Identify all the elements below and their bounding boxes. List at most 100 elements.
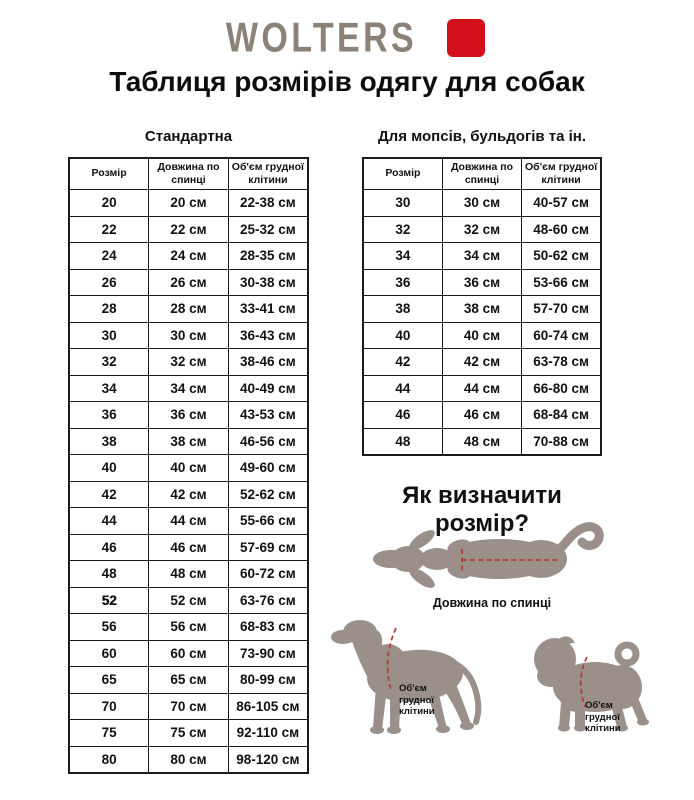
header-row: Розмір Довжина по спинці Об'єм грудної клі… — [68, 157, 309, 190]
chest-volume-cell: 86-105 см — [227, 692, 309, 720]
chest-volume-cell: 68-83 см — [227, 613, 309, 641]
back-length-cell: 48 см — [148, 560, 229, 588]
column-header: Довжина по спинці — [441, 157, 523, 190]
size-cell: 24 — [68, 242, 150, 270]
back-length-cell: 26 см — [148, 268, 229, 296]
back-length-cell: 34 см — [441, 242, 523, 270]
dog-side-view-icon — [331, 620, 482, 734]
chest-volume-cell: 49-60 см — [227, 454, 309, 482]
size-cell: 32 — [68, 348, 150, 376]
chest-volume-cell: 25-32 см — [227, 215, 309, 243]
size-cell: 42 — [362, 348, 443, 376]
back-length-cell: 52 см — [148, 586, 229, 614]
chest-volume-label: Об'єм грудної клітини — [585, 700, 621, 735]
chest-volume-cell: 57-69 см — [227, 533, 309, 561]
size-cell: 34 — [362, 242, 443, 270]
back-length-cell: 42 см — [148, 480, 229, 508]
size-cell: 32 — [362, 215, 443, 243]
table-row: 65 65 см 80-99 см — [68, 666, 309, 694]
table-row: 26 26 см 30-38 см — [68, 268, 309, 296]
table-row: 42 42 см 63-78 см — [362, 348, 602, 376]
size-table-pugs-bulldogs: Розмір Довжина по спинці Об'єм грудної клі… — [362, 157, 602, 456]
chest-volume-cell: 98-120 см — [227, 745, 309, 774]
table-row: 46 46 см 68-84 см — [362, 401, 602, 429]
chest-volume-cell: 48-60 см — [521, 215, 602, 243]
chest-volume-cell: 28-35 см — [227, 242, 309, 270]
chest-volume-cell: 68-84 см — [521, 401, 602, 429]
table-row: 38 38 см 46-56 см — [68, 427, 309, 455]
chest-volume-cell: 30-38 см — [227, 268, 309, 296]
size-cell: 44 — [362, 374, 443, 402]
back-length-cell: 44 см — [148, 507, 229, 535]
table-row: 32 32 см 48-60 см — [362, 215, 602, 243]
back-length-cell: 46 см — [148, 533, 229, 561]
size-cell: 36 — [68, 401, 150, 429]
back-length-cell: 20 см — [148, 189, 229, 217]
chest-volume-cell: 60-74 см — [521, 321, 602, 349]
back-length-cell: 30 см — [148, 321, 229, 349]
back-length-cell: 30 см — [441, 189, 523, 217]
bulldog-side-view-illustration — [527, 629, 653, 738]
chest-volume-cell: 40-57 см — [521, 189, 602, 217]
table-row: 34 34 см 40-49 см — [68, 374, 309, 402]
table-row: 30 30 см 40-57 см — [362, 189, 602, 217]
back-length-cell: 38 см — [441, 295, 523, 323]
pugs-bulldogs-size-section: Для мопсів, бульдогів та ін. Розмір Довжи… — [362, 128, 602, 456]
size-cell: 65 — [68, 666, 150, 694]
table-row: 52 52 см 63-76 см — [68, 586, 309, 614]
back-length-cell: 44 см — [441, 374, 523, 402]
chest-volume-cell: 92-110 см — [227, 719, 309, 747]
standard-table-title: Стандартна — [144, 128, 233, 145]
table-row: 22 22 см 25-32 см — [68, 215, 309, 243]
size-cell: 38 — [68, 427, 150, 455]
back-length-cell: 40 см — [441, 321, 523, 349]
size-cell: 28 — [68, 295, 150, 323]
back-length-cell: 65 см — [148, 666, 229, 694]
back-length-cell: 56 см — [148, 613, 229, 641]
back-length-cell: 46 см — [441, 401, 523, 429]
table-row: 36 36 см 53-66 см — [362, 268, 602, 296]
chest-volume-cell: 60-72 см — [227, 560, 309, 588]
back-length-cell: 32 см — [148, 348, 229, 376]
table-row: 42 42 см 52-62 см — [68, 480, 309, 508]
size-cell: 34 — [68, 374, 150, 402]
table-row: 28 28 см 33-41 см — [68, 295, 309, 323]
table-row: 38 38 см 57-70 см — [362, 295, 602, 323]
size-table-standard: Розмір Довжина по спинці Об'єм грудної клі… — [68, 157, 309, 774]
table-row: 60 60 см 73-90 см — [68, 639, 309, 667]
how-to-measure-title: Як визначити розмір? — [402, 482, 562, 537]
column-header: Об'єм грудної клітини — [227, 157, 309, 190]
chest-volume-cell: 40-49 см — [227, 374, 309, 402]
size-cell: 30 — [362, 189, 443, 217]
size-cell: 75 — [68, 719, 150, 747]
back-length-cell: 60 см — [148, 639, 229, 667]
brand-logo: WOLTERS — [0, 14, 694, 62]
table-row: 48 48 см 60-72 см — [68, 560, 309, 588]
chest-volume-cell: 73-90 см — [227, 639, 309, 667]
chest-volume-cell: 22-38 см — [227, 189, 309, 217]
back-length-cell: 70 см — [148, 692, 229, 720]
size-cell: 48 — [68, 560, 150, 588]
chest-volume-cell: 53-66 см — [521, 268, 602, 296]
size-cell: 46 — [68, 533, 150, 561]
size-cell: 20 — [68, 189, 150, 217]
chest-volume-cell: 43-53 см — [227, 401, 309, 429]
standard-size-section: Стандартна Розмір Довжина по спинці Об'єм … — [68, 128, 309, 774]
size-cell: 38 — [362, 295, 443, 323]
size-cell: 52 — [68, 586, 150, 614]
table-row: 40 40 см 60-74 см — [362, 321, 602, 349]
chest-volume-cell: 57-70 см — [521, 295, 602, 323]
table-row: 24 24 см 28-35 см — [68, 242, 309, 270]
chest-volume-cell: 33-41 см — [227, 295, 309, 323]
size-cell: 40 — [362, 321, 443, 349]
logo-red-square-icon — [447, 19, 485, 57]
back-length-label: Довжина по спинці — [432, 596, 552, 610]
back-length-cell: 32 см — [441, 215, 523, 243]
column-header: Об'єм грудної клітини — [521, 157, 602, 190]
dog-side-view-illustration — [330, 616, 488, 743]
table-row: 36 36 см 43-53 см — [68, 401, 309, 429]
table-row: 46 46 см 57-69 см — [68, 533, 309, 561]
size-cell: 56 — [68, 613, 150, 641]
chest-volume-cell: 70-88 см — [521, 427, 602, 456]
